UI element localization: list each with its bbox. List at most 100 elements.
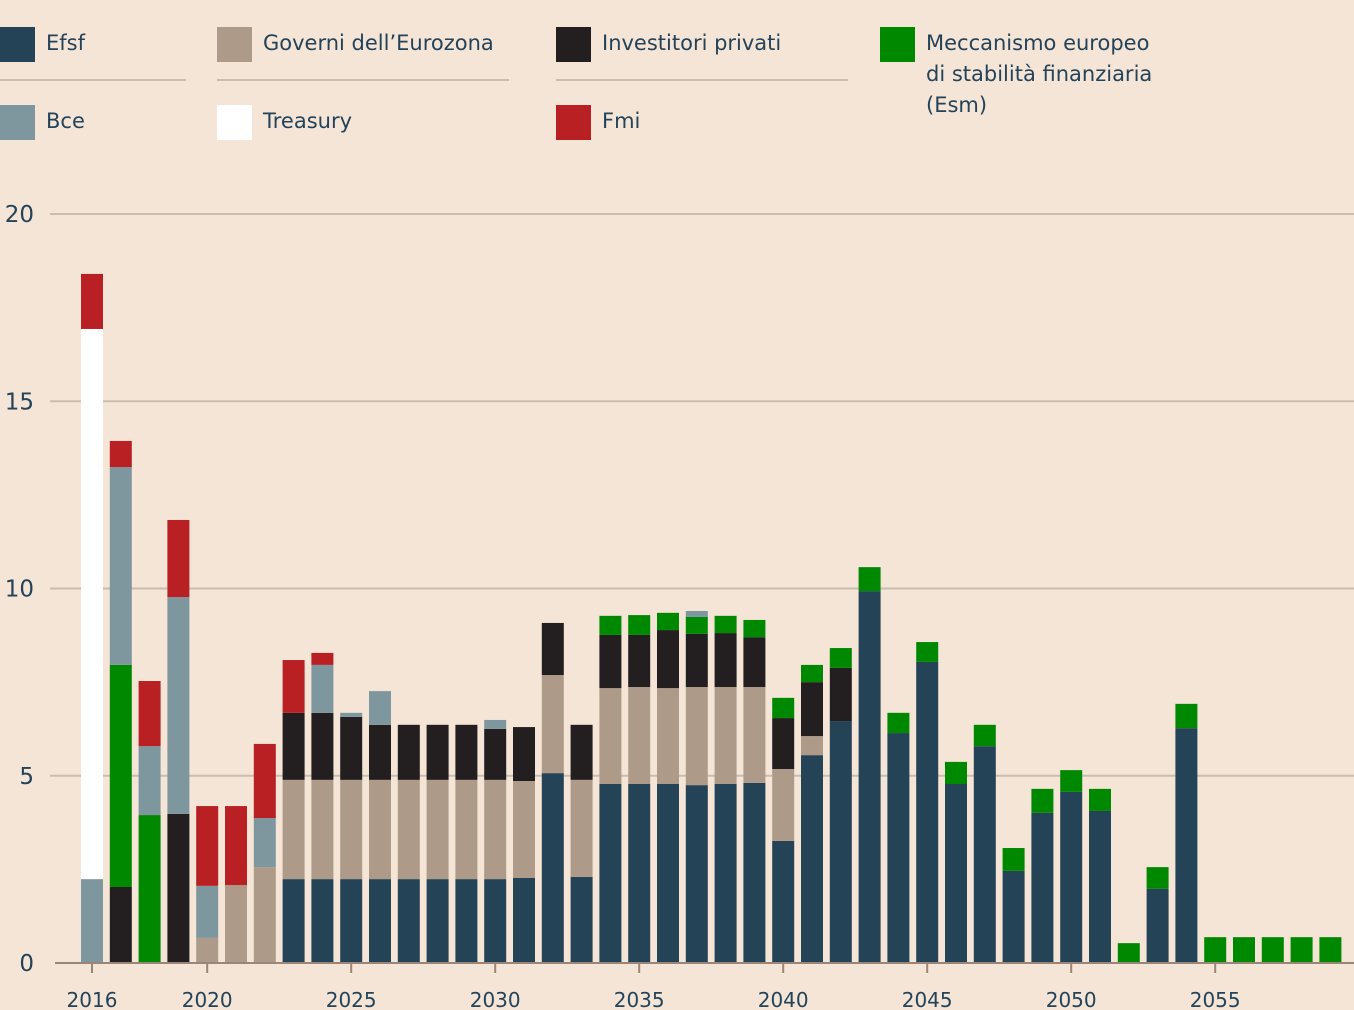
bar-segment-investitori-2026 — [369, 724, 391, 780]
bar-segment-esm-2041 — [801, 664, 823, 683]
bar-segment-bce-2030 — [484, 719, 507, 729]
bar-segment-investitori-2035 — [628, 634, 651, 687]
legend-label-governi: Governi dell’Eurozona — [263, 31, 494, 55]
bar-segment-governi-2031 — [513, 780, 535, 878]
bar-segment-esm-2049 — [1031, 788, 1054, 813]
y-tick-label: 5 — [19, 764, 34, 790]
bar-segment-efsf-2034 — [599, 783, 622, 963]
bar-segment-efsf-2043 — [858, 591, 881, 963]
bar-segment-esm-2054 — [1175, 703, 1198, 729]
bar-segment-governi-2039 — [743, 686, 766, 783]
legend-item-investitori: Investitori privati — [556, 27, 781, 62]
x-tick-label: 2035 — [614, 988, 665, 1010]
legend-divider — [217, 79, 509, 81]
bar-segment-governi-2027 — [397, 779, 420, 880]
bar-segment-esm-2042 — [829, 648, 852, 668]
x-tick-label: 2045 — [902, 988, 953, 1010]
legend-divider — [556, 79, 848, 81]
bar-segment-investitori-2027 — [397, 724, 420, 780]
legend-swatch-bce — [0, 105, 35, 140]
bar-segment-investitori-2042 — [829, 667, 852, 722]
bar-segment-bce-2037 — [685, 610, 708, 617]
bar-segment-governi-2025 — [340, 779, 363, 880]
bar-segment-governi-2035 — [628, 686, 651, 784]
bar-segment-bce-2018 — [138, 746, 161, 816]
bar-segment-investitori-2024 — [311, 712, 334, 780]
bar-segment-governi-2023 — [282, 779, 305, 880]
bar-segment-fmi-2020 — [196, 806, 219, 886]
bar-segment-efsf-2036 — [657, 783, 679, 963]
bar-segment-esm-2036 — [657, 612, 679, 631]
bar-segment-investitori-2030 — [484, 728, 507, 780]
bar-segment-bce-2025 — [340, 712, 363, 717]
bar-segment-esm-2056 — [1233, 937, 1255, 963]
bar-segment-bce-2024 — [311, 664, 334, 713]
bar-segment-esm-2057 — [1261, 937, 1284, 963]
bar-segment-investitori-2031 — [513, 727, 535, 781]
bar-segment-fmi-2024 — [311, 652, 334, 665]
bar-segment-bce-2017 — [109, 467, 132, 665]
bar-segment-esm-2017 — [109, 664, 132, 887]
legend-item-fmi: Fmi — [556, 105, 640, 140]
bar-segment-efsf-2023 — [282, 879, 305, 963]
bar-segment-governi-2033 — [570, 779, 593, 877]
bar-segment-efsf-2030 — [484, 879, 507, 963]
x-tick-label: 2030 — [470, 988, 521, 1010]
bar-segment-efsf-2035 — [628, 783, 651, 963]
bar-segment-governi-2028 — [426, 779, 449, 880]
legend-item-bce: Bce — [0, 105, 85, 140]
y-tick-label: 15 — [5, 389, 34, 415]
bar-segment-governi-2024 — [311, 779, 334, 880]
bar-segment-efsf-2044 — [887, 733, 910, 963]
bar-segment-efsf-2054 — [1175, 728, 1198, 963]
legend-swatch-esm — [880, 27, 915, 62]
bar-segment-esm-2053 — [1146, 867, 1169, 889]
bar-segment-efsf-2053 — [1146, 888, 1169, 963]
bar-segment-efsf-2046 — [945, 783, 967, 963]
bar-segment-bce-2019 — [167, 597, 190, 814]
bar-segment-esm-2052 — [1117, 943, 1140, 963]
legend-label-treasury: Treasury — [263, 109, 353, 133]
bar-segment-efsf-2033 — [570, 876, 593, 963]
bar-segment-investitori-2036 — [657, 630, 679, 689]
bar-segment-fmi-2021 — [225, 806, 247, 886]
bar-segment-efsf-2027 — [397, 879, 420, 963]
bar-segment-efsf-2048 — [1002, 870, 1025, 963]
bar-segment-bce-2026 — [369, 691, 391, 725]
bar-segment-fmi-2023 — [282, 660, 305, 713]
bar-segment-esm-2035 — [628, 615, 651, 635]
x-axis: 2016 2020 2025 2030 2035 2040 2045 2050 2055 — [55, 962, 1354, 1010]
y-tick-label: 20 — [5, 202, 34, 228]
bar-segment-governi-2030 — [484, 779, 507, 880]
bar-segment-investitori-2038 — [714, 633, 737, 687]
y-tick-label: 0 — [19, 951, 34, 977]
legend-swatch-efsf — [0, 27, 35, 62]
bar-segment-esm-2034 — [599, 615, 622, 635]
legend-divider — [0, 79, 186, 81]
bar-segment-efsf-2032 — [541, 773, 564, 963]
bar-segment-esm-2045 — [916, 642, 939, 662]
bar-segment-efsf-2050 — [1060, 791, 1083, 963]
bar-segment-efsf-2042 — [829, 721, 852, 963]
bar-segment-governi-2029 — [455, 779, 478, 880]
bar-segment-governi-2034 — [599, 688, 622, 784]
bar-segment-investitori-2032 — [541, 622, 564, 676]
bar-segment-efsf-2037 — [685, 785, 708, 963]
legend-swatch-governi — [217, 27, 252, 62]
bar-segment-esm-2044 — [887, 712, 910, 734]
bar-segment-investitori-2025 — [340, 716, 363, 780]
bar-segment-fmi-2016 — [81, 273, 103, 329]
bar-segment-governi-2020 — [196, 937, 219, 963]
bar-segment-fmi-2022 — [253, 743, 276, 819]
bar-segment-investitori-2037 — [685, 633, 708, 687]
bar-segment-efsf-2031 — [513, 877, 535, 963]
bar-segment-efsf-2029 — [455, 879, 478, 963]
bar-segment-bce-2022 — [253, 818, 276, 868]
bar-segment-bce-2020 — [196, 885, 219, 938]
legend-label-fmi: Fmi — [602, 109, 641, 133]
legend-label-investitori: Investitori privati — [602, 31, 782, 55]
x-tick-label: 2025 — [326, 988, 377, 1010]
bar-segment-governi-2041 — [801, 736, 823, 756]
legend-swatch-treasury — [217, 105, 252, 140]
x-tick-label: 2016 — [67, 988, 118, 1010]
